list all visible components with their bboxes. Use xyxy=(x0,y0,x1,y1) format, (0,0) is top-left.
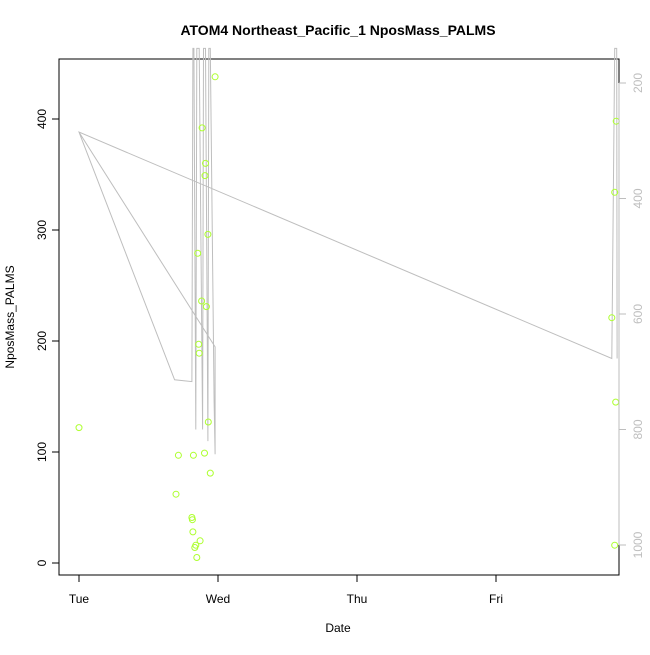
data-point xyxy=(188,516,196,524)
data-point xyxy=(192,541,200,549)
data-point xyxy=(174,451,182,459)
x-tick-label: Wed xyxy=(206,592,230,606)
y-tick-label: 0 xyxy=(35,559,49,566)
y2-axis: 200 400 600 800 1000 xyxy=(618,73,645,558)
y2-tick-label: 800 xyxy=(631,419,645,439)
x-axis: Tue Wed Thu Fri xyxy=(69,574,503,606)
y-axis: 0 100 200 300 400 xyxy=(35,109,60,566)
y2-tick-label: 600 xyxy=(631,304,645,324)
x-tick-label: Tue xyxy=(69,592,90,606)
data-point xyxy=(195,349,203,357)
data-point xyxy=(75,424,83,432)
data-point xyxy=(611,188,619,196)
data-point xyxy=(206,469,214,477)
data-point xyxy=(189,528,197,536)
data-point xyxy=(198,124,206,132)
y-axis-label: NposMass_PALMS xyxy=(3,265,17,368)
data-point xyxy=(201,172,209,180)
data-point xyxy=(189,451,197,459)
y-tick-label: 100 xyxy=(35,442,49,462)
data-point xyxy=(202,159,209,167)
data-point xyxy=(204,418,212,426)
y-tick-label: 400 xyxy=(35,109,49,129)
data-point xyxy=(194,249,202,257)
data-point xyxy=(201,449,208,457)
data-point xyxy=(172,490,180,498)
x-axis-label: Date xyxy=(325,621,351,635)
data-point xyxy=(193,554,201,561)
data-point xyxy=(211,73,219,81)
data-point xyxy=(202,303,210,311)
data-point xyxy=(204,230,212,238)
data-point xyxy=(608,314,616,322)
data-point xyxy=(612,398,620,406)
altitude-series-line xyxy=(78,47,618,455)
chart-title: ATOM4 Northeast_Pacific_1 NposMass_PALMS xyxy=(180,22,495,38)
x-tick-label: Fri xyxy=(489,592,503,606)
data-point xyxy=(611,541,619,549)
y2-tick-label: 1000 xyxy=(631,531,645,558)
y-tick-label: 200 xyxy=(35,331,49,351)
points-layer xyxy=(75,73,620,561)
x-tick-label: Thu xyxy=(347,592,368,606)
data-point xyxy=(195,340,203,348)
y-tick-label: 300 xyxy=(35,220,49,240)
y2-tick-label: 200 xyxy=(631,73,645,93)
plot-frame xyxy=(58,58,620,576)
y2-tick-label: 400 xyxy=(631,188,645,208)
data-point xyxy=(196,537,204,545)
data-point xyxy=(198,297,206,305)
altitude-series-layer xyxy=(78,47,618,455)
